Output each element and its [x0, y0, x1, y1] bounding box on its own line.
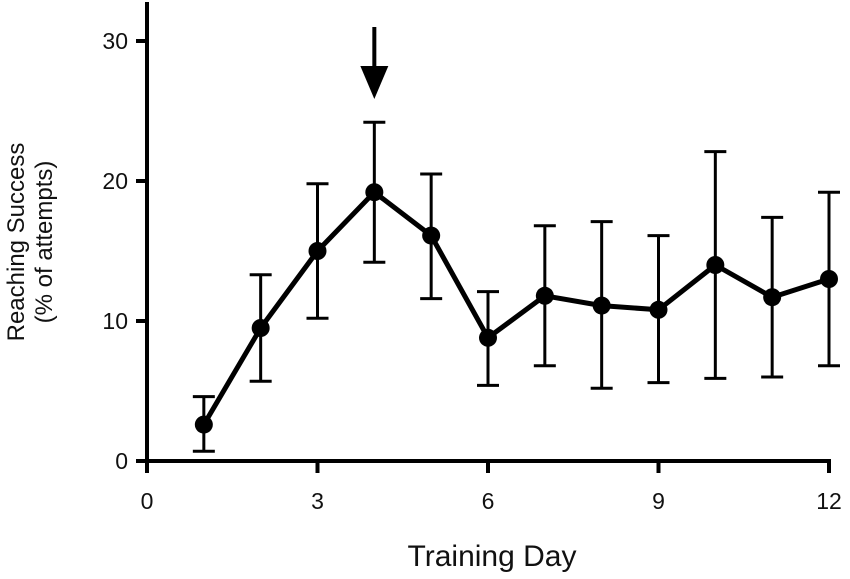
- y-tick-label: 10: [102, 308, 128, 334]
- down-arrow-icon: [360, 27, 389, 99]
- x-tick-label: 3: [311, 488, 324, 514]
- annotations: [360, 27, 389, 99]
- data-point: [365, 183, 384, 202]
- y-tick-label: 20: [102, 168, 128, 194]
- series-line: [201, 189, 830, 426]
- data-point: [422, 226, 441, 245]
- data-point: [763, 288, 782, 307]
- y-tick-label: 30: [102, 28, 128, 54]
- series-group: [194, 183, 838, 434]
- x-tick-label: 6: [482, 488, 495, 514]
- x-axis-label: Training Day: [408, 540, 577, 573]
- axis-labels: Training Day Reaching Success (% of atte…: [3, 143, 576, 573]
- x-tick-label: 0: [141, 488, 154, 514]
- axes: [145, 2, 831, 463]
- data-point: [535, 286, 554, 305]
- data-point: [649, 300, 668, 319]
- y-axis-label-line1: Reaching Success: [3, 143, 30, 342]
- x-tick-label: 12: [816, 488, 842, 514]
- y-tick-label: 0: [115, 448, 128, 474]
- y-axis-label-line2: (% of attempts): [31, 161, 58, 324]
- data-point: [194, 415, 213, 434]
- data-point: [592, 296, 611, 315]
- data-point: [251, 319, 270, 337]
- ticks: 0 10 20 30 0 3 6 9 12: [102, 28, 841, 514]
- data-point: [706, 256, 725, 274]
- data-point: [479, 328, 497, 347]
- x-tick-label: 9: [652, 488, 665, 514]
- data-point: [820, 270, 838, 288]
- data-point: [308, 242, 327, 260]
